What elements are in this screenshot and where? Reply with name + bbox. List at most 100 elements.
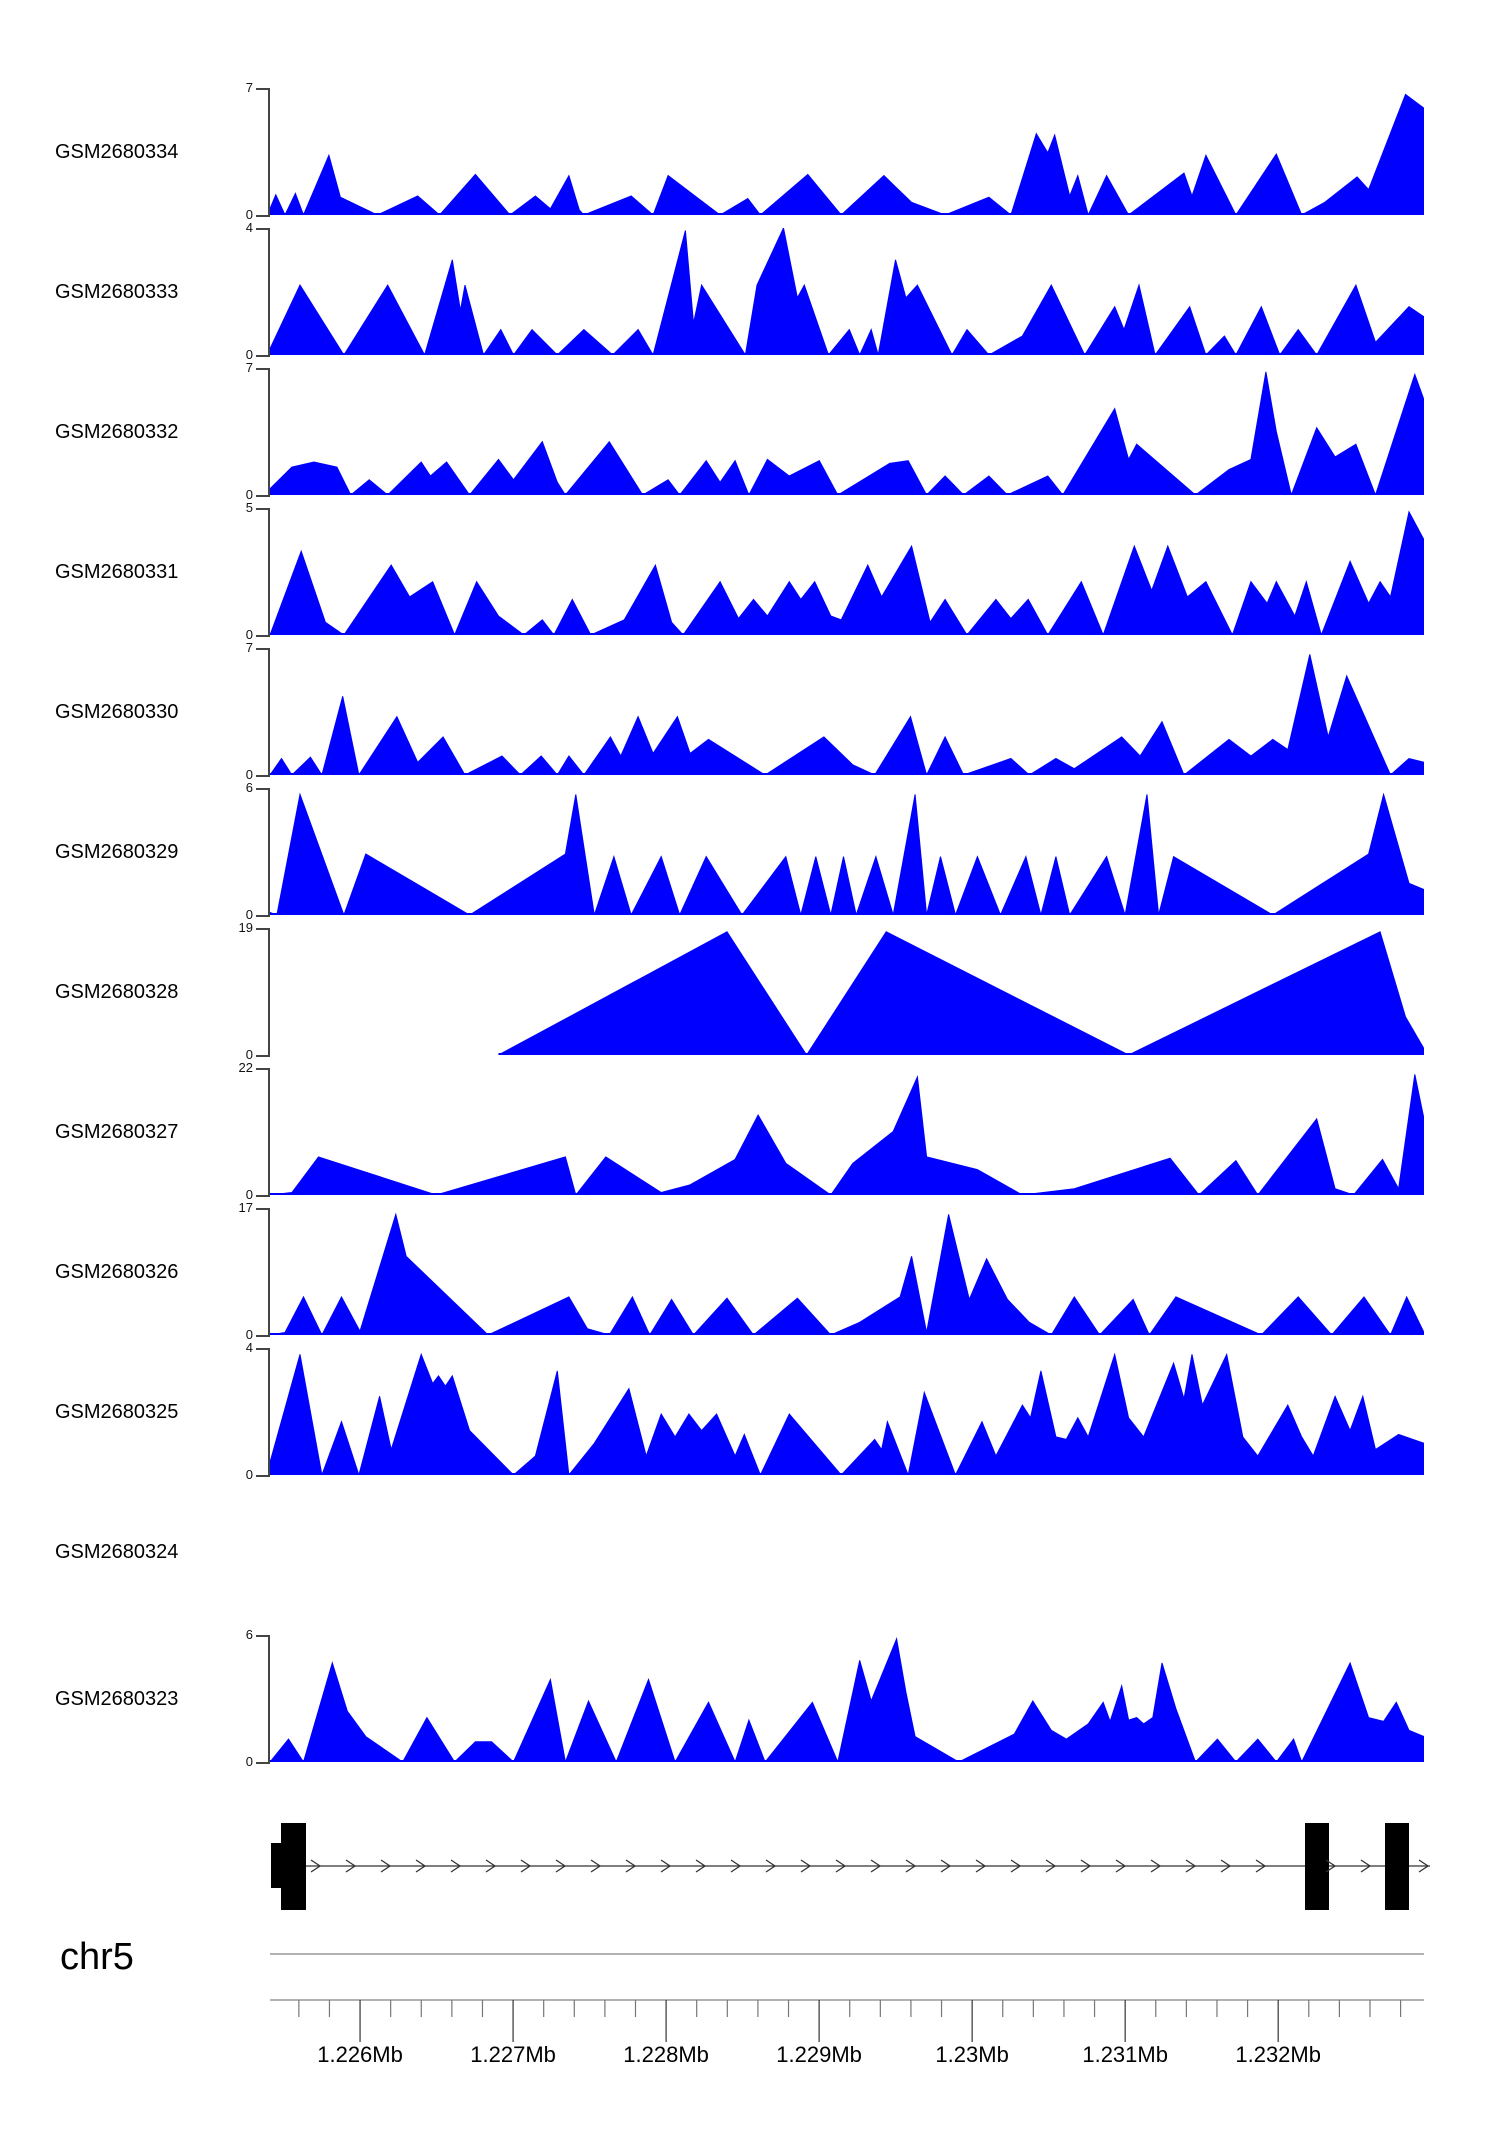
strand-direction-arrow-icon — [1418, 1859, 1430, 1873]
yaxis-max-label: 6 — [245, 1627, 253, 1642]
gene-model — [271, 1823, 1430, 1910]
strand-direction-arrow-icon — [1150, 1859, 1162, 1873]
yaxis-top-tick — [256, 228, 268, 230]
track-label: GSM2680327 — [55, 1120, 179, 1143]
strand-direction-arrow-icon — [450, 1859, 462, 1873]
yaxis-bottom-tick — [256, 215, 268, 217]
yaxis-bottom-tick — [256, 775, 268, 777]
yaxis-top-tick — [256, 648, 268, 650]
yaxis-bottom-tick — [256, 1475, 268, 1477]
yaxis-line — [268, 368, 270, 497]
yaxis-bottom-tick — [256, 495, 268, 497]
yaxis-max-label: 7 — [245, 80, 253, 95]
yaxis-top-tick — [256, 928, 268, 930]
ruler-tick-label: 1.232Mb — [1235, 2042, 1321, 2067]
yaxis-top-tick — [256, 1208, 268, 1210]
strand-direction-arrow-icon — [520, 1859, 532, 1873]
strand-direction-arrow-icon — [625, 1859, 637, 1873]
chromosome-label: chr5 — [60, 1936, 134, 1978]
yaxis-max-label: 5 — [245, 500, 253, 515]
yaxis-max-label: 4 — [245, 220, 253, 235]
yaxis-max-label: 19 — [238, 920, 253, 935]
ruler-tick-label: 1.226Mb — [317, 2042, 403, 2067]
strand-direction-arrow-icon — [1255, 1859, 1267, 1873]
track-label: GSM2680330 — [55, 700, 179, 723]
yaxis-line — [268, 88, 270, 217]
exon-box — [1305, 1823, 1329, 1910]
strand-direction-arrow-icon — [555, 1859, 567, 1873]
yaxis-max-label: 7 — [245, 360, 253, 375]
track-label: GSM2680326 — [55, 1260, 179, 1283]
strand-direction-arrow-icon — [1080, 1859, 1092, 1873]
strand-direction-arrow-icon — [1115, 1859, 1127, 1873]
strand-direction-arrow-icon — [1220, 1859, 1232, 1873]
track-label: GSM2680328 — [55, 980, 179, 1003]
yaxis-zero-label: 0 — [245, 1467, 253, 1482]
yaxis-top-tick — [256, 88, 268, 90]
strand-direction-arrow-icon — [485, 1859, 497, 1873]
coverage-area-chart — [270, 1637, 1424, 1762]
strand-direction-arrow-icon — [695, 1859, 707, 1873]
strand-direction-arrow-icon — [1185, 1859, 1197, 1873]
yaxis-line — [268, 508, 270, 637]
yaxis-bottom-tick — [256, 355, 268, 357]
coverage-area-chart — [270, 228, 1424, 355]
ruler-tick-label: 1.228Mb — [623, 2042, 709, 2067]
ruler-tick-label: 1.229Mb — [776, 2042, 862, 2067]
yaxis-top-tick — [256, 1348, 268, 1350]
yaxis-line — [268, 1635, 270, 1764]
ruler-tick-label: 1.23Mb — [935, 2042, 1009, 2067]
strand-direction-arrow-icon — [415, 1859, 427, 1873]
track-label: GSM2680325 — [55, 1400, 179, 1423]
coverage-area-chart — [270, 371, 1424, 495]
strand-direction-arrow-icon — [870, 1859, 882, 1873]
strand-direction-arrow-icon — [310, 1859, 322, 1873]
track-label: GSM2680323 — [55, 1687, 179, 1710]
yaxis-max-label: 17 — [238, 1200, 253, 1215]
strand-direction-arrow-icon — [590, 1859, 602, 1873]
track-label: GSM2680333 — [55, 280, 179, 303]
strand-direction-arrow-icon — [660, 1859, 672, 1873]
yaxis-bottom-tick — [256, 1762, 268, 1764]
track-label: GSM2680329 — [55, 840, 179, 863]
yaxis-line — [268, 788, 270, 917]
exon-box — [271, 1843, 281, 1888]
yaxis-zero-label: 0 — [245, 1754, 253, 1769]
yaxis-bottom-tick — [256, 915, 268, 917]
strand-direction-arrow-icon — [905, 1859, 917, 1873]
strand-direction-arrow-icon — [940, 1859, 952, 1873]
yaxis-zero-label: 0 — [245, 207, 253, 222]
yaxis-line — [268, 928, 270, 1057]
yaxis-line — [268, 1208, 270, 1337]
yaxis-top-tick — [256, 1068, 268, 1070]
strand-direction-arrow-icon — [800, 1859, 812, 1873]
yaxis-max-label: 7 — [245, 640, 253, 655]
strand-direction-arrow-icon — [730, 1859, 742, 1873]
yaxis-zero-label: 0 — [245, 1047, 253, 1062]
strand-direction-arrow-icon — [835, 1859, 847, 1873]
yaxis-bottom-tick — [256, 635, 268, 637]
track-label: GSM2680334 — [55, 140, 179, 163]
strand-direction-arrow-icon — [765, 1859, 777, 1873]
yaxis-bottom-tick — [256, 1335, 268, 1337]
yaxis-bottom-tick — [256, 1195, 268, 1197]
strand-direction-arrow-icon — [1045, 1859, 1057, 1873]
ruler-tick-label: 1.227Mb — [470, 2042, 556, 2067]
exon-box — [1385, 1823, 1409, 1910]
coverage-area-chart — [270, 1074, 1424, 1195]
yaxis-zero-label: 0 — [245, 907, 253, 922]
exon-box — [281, 1823, 306, 1910]
track-label: GSM2680331 — [55, 560, 179, 583]
yaxis-bottom-tick — [256, 1055, 268, 1057]
yaxis-max-label: 22 — [238, 1060, 253, 1075]
yaxis-top-tick — [256, 368, 268, 370]
yaxis-line — [268, 648, 270, 777]
yaxis-zero-label: 0 — [245, 347, 253, 362]
ruler-tick-label: 1.231Mb — [1082, 2042, 1168, 2067]
strand-direction-arrow-icon — [1325, 1859, 1337, 1873]
strand-direction-arrow-icon — [1010, 1859, 1022, 1873]
coverage-area-chart — [270, 654, 1424, 775]
yaxis-zero-label: 0 — [245, 627, 253, 642]
yaxis-zero-label: 0 — [245, 767, 253, 782]
